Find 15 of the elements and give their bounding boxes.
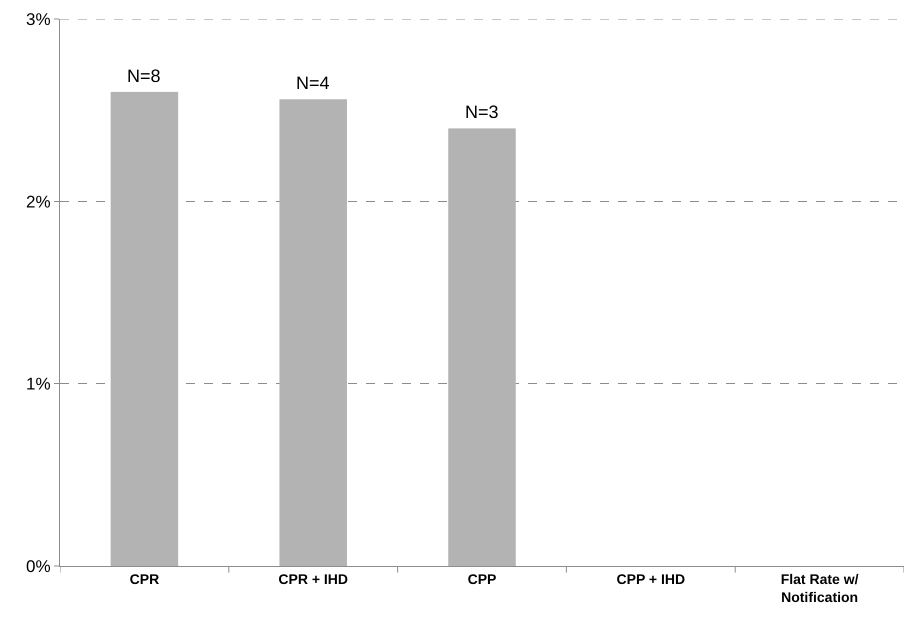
annotation: N=8 — [127, 66, 161, 86]
y-tick-label: 0% — [26, 556, 51, 576]
x-tick-label: CPP — [468, 570, 496, 587]
bar — [448, 128, 516, 566]
bar — [279, 99, 347, 566]
annotation: N=4 — [296, 73, 330, 93]
x-tick-label: CPP + IHD — [616, 570, 686, 587]
y-tick-label: 2% — [26, 192, 51, 212]
y-tick-label: 3% — [26, 10, 51, 29]
x-tick-label: Flat Rate w/ Notification — [780, 570, 859, 605]
y-tick-label: 1% — [26, 374, 51, 394]
annotation: N=3 — [465, 102, 499, 122]
x-tick-label: CPR + IHD — [278, 570, 348, 587]
bar — [110, 92, 178, 566]
x-tick-label: CPR — [130, 570, 160, 587]
